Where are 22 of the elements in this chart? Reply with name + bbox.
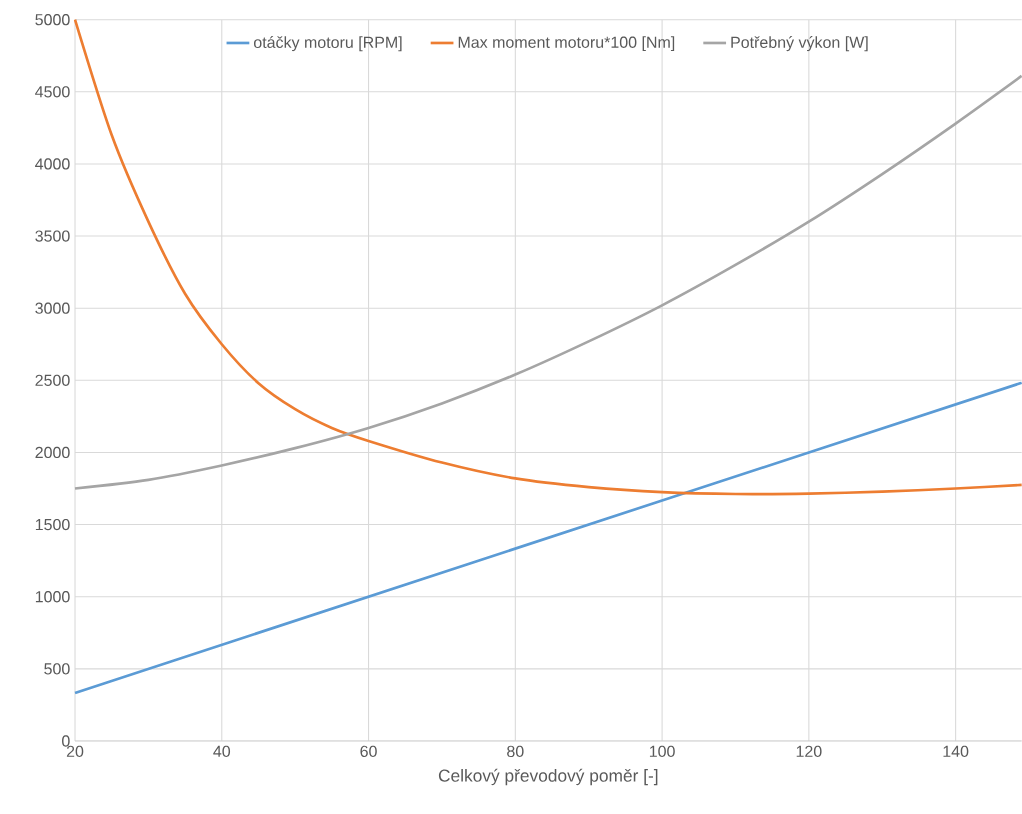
y-tick-label: 2000 [35, 446, 70, 459]
y-tick-label: 3000 [35, 302, 70, 314]
x-tick-label: 60 [360, 745, 377, 758]
y-tick-label: 500 [44, 663, 70, 675]
legend-label: Potřebný výkon [W] [731, 36, 868, 52]
x-tick-label: 140 [943, 745, 969, 758]
y-tick-label: 4000 [35, 158, 70, 170]
x-tick-label: 20 [66, 745, 84, 758]
x-tick-label: 40 [213, 745, 231, 758]
y-tick-label: 3500 [35, 230, 70, 242]
x-axis-title: Celkový převodový poměr [-] [438, 768, 658, 786]
y-tick-label: 4500 [35, 86, 70, 98]
y-tick-label: 1000 [35, 591, 70, 603]
y-tick-label: 2500 [35, 374, 70, 386]
y-tick-label: 5000 [35, 14, 70, 26]
x-tick-label: 100 [649, 745, 675, 758]
legend-label: otáčky motoru [RPM] [253, 36, 402, 52]
legend-label: Max moment motoru*100 [Nm] [458, 36, 675, 52]
x-tick-label: 120 [796, 745, 822, 758]
y-tick-label: 1500 [35, 518, 70, 531]
y-tick-label: 0 [62, 735, 70, 747]
x-tick-label: 80 [507, 745, 524, 758]
